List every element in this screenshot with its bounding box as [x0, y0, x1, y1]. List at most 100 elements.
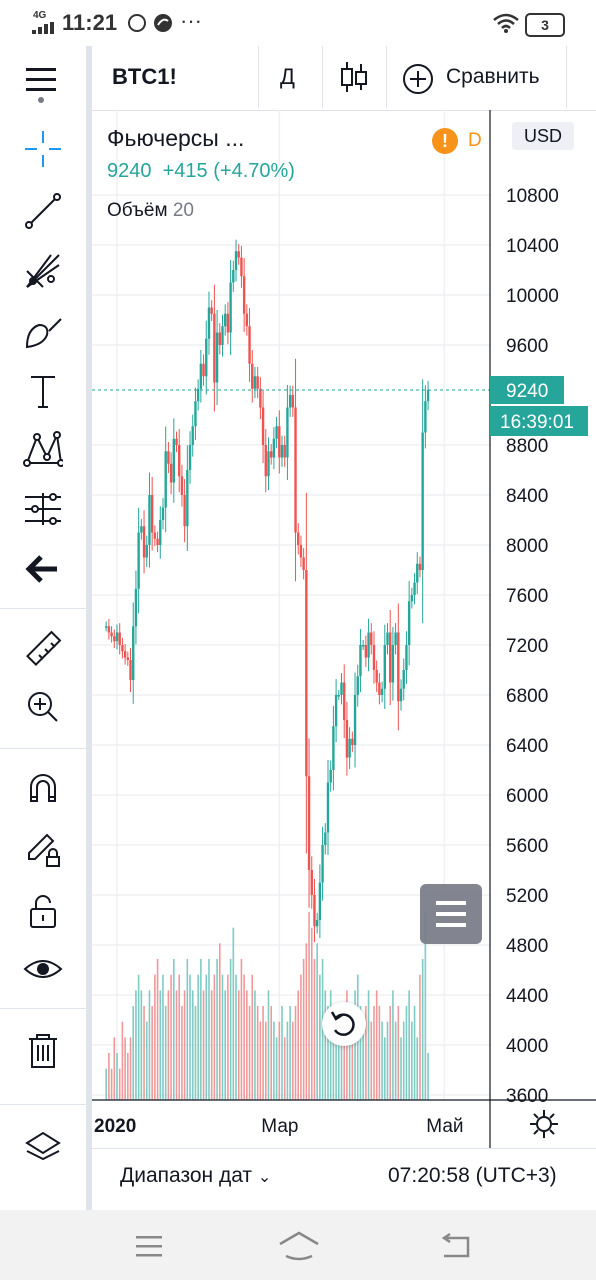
- plus-circle-icon[interactable]: [402, 63, 434, 95]
- volume-bar: [411, 1021, 413, 1100]
- volume-bar: [413, 1006, 416, 1100]
- candle-body: [186, 470, 189, 527]
- volume-bar: [154, 974, 156, 1100]
- candle-body: [405, 645, 408, 670]
- volume-bar: [251, 974, 254, 1100]
- date-range-dropdown[interactable]: Диапазон дат ⌄: [120, 1164, 271, 1188]
- volume-bar: [270, 1006, 272, 1100]
- system-nav-bar: [0, 1210, 596, 1280]
- brush-icon[interactable]: [18, 306, 68, 356]
- volume-bar: [340, 1021, 343, 1100]
- volume-bar: [281, 1006, 283, 1100]
- chart-menu-button[interactable]: [420, 884, 482, 944]
- recents-icon[interactable]: [134, 1234, 164, 1258]
- candle-body: [418, 563, 422, 570]
- back-arrow-icon[interactable]: [18, 544, 68, 594]
- volume-bar: [224, 990, 226, 1100]
- candle-body: [321, 845, 324, 883]
- trash-icon[interactable]: [18, 1026, 68, 1076]
- volume-bar: [127, 1053, 129, 1100]
- warning-icon[interactable]: !: [432, 128, 458, 154]
- candle-body: [196, 388, 200, 402]
- volume-bar: [208, 959, 210, 1100]
- candle-body: [391, 645, 395, 683]
- timezone-clock[interactable]: 07:20:58 (UTC+3): [388, 1164, 557, 1187]
- ruler-icon[interactable]: [18, 624, 68, 674]
- volume-bar: [267, 990, 270, 1100]
- candle-body: [253, 376, 257, 389]
- volume-bar: [218, 943, 221, 1100]
- volume-bar: [189, 974, 191, 1100]
- candle-body: [126, 657, 130, 660]
- compare-button[interactable]: Сравнить: [446, 65, 540, 88]
- volume-bar: [140, 990, 143, 1100]
- candle-body: [426, 390, 430, 402]
- text-icon[interactable]: [18, 366, 68, 416]
- volume-bar: [259, 1021, 262, 1100]
- candle-body: [259, 388, 262, 408]
- symbol-search-button[interactable]: BTC1!: [112, 64, 177, 89]
- volume-bar: [305, 943, 308, 1100]
- drawing-toolbar: [0, 110, 86, 1210]
- volume-bar: [275, 1037, 278, 1100]
- volume-bar: [197, 974, 199, 1100]
- interval-button[interactable]: Д: [280, 64, 295, 89]
- candle-body: [161, 507, 165, 520]
- candle-body: [389, 632, 392, 683]
- pattern-icon[interactable]: [18, 424, 68, 474]
- volume-bar: [419, 974, 421, 1100]
- home-icon[interactable]: [278, 1230, 320, 1262]
- candles-icon[interactable]: [340, 60, 368, 94]
- zoom-in-icon[interactable]: [18, 682, 68, 732]
- whatsapp-icon: [128, 14, 146, 32]
- delay-badge[interactable]: D: [468, 130, 482, 151]
- candle-body: [310, 870, 313, 895]
- layers-icon[interactable]: [18, 1122, 68, 1172]
- volume-bar: [156, 959, 159, 1100]
- trend-line-icon[interactable]: [18, 186, 68, 236]
- candle-body: [140, 526, 143, 533]
- currency-badge[interactable]: USD: [512, 122, 574, 150]
- prediction-icon[interactable]: [18, 484, 68, 534]
- candle-body: [337, 695, 341, 697]
- candle-body: [172, 438, 176, 483]
- volume-bar: [148, 990, 151, 1100]
- volume-bar: [402, 1021, 405, 1100]
- hamburger-icon[interactable]: [22, 64, 62, 104]
- price-tick-label: 6800: [506, 686, 548, 707]
- gann-fib-icon[interactable]: [18, 246, 68, 296]
- candle-body: [351, 738, 354, 745]
- unlock-icon[interactable]: [18, 886, 68, 936]
- volume-bar: [300, 974, 302, 1100]
- candle-body: [291, 395, 295, 408]
- volume-bar: [248, 1006, 251, 1100]
- legend-title[interactable]: Фьючерсы ...: [107, 125, 245, 151]
- candle-body: [410, 595, 414, 602]
- candle-body: [334, 695, 338, 727]
- candle-body: [269, 451, 273, 458]
- candle-body: [264, 445, 267, 477]
- volume-bar: [283, 1037, 286, 1100]
- volume-bar: [273, 1021, 275, 1100]
- back-icon[interactable]: [438, 1232, 472, 1260]
- lock-drawing-icon[interactable]: [18, 824, 68, 874]
- volume-bar: [319, 974, 321, 1100]
- volume-bar: [292, 1021, 294, 1100]
- reset-chart-button[interactable]: [322, 1002, 366, 1046]
- volume-bar: [173, 959, 175, 1100]
- candle-body: [242, 276, 246, 314]
- candle-body: [207, 307, 211, 339]
- notification-icon: [154, 14, 172, 32]
- candle-body: [118, 632, 121, 645]
- countdown-label: 16:39:01: [500, 412, 574, 433]
- crosshair-icon[interactable]: [18, 124, 68, 174]
- volume-bar: [129, 1037, 132, 1100]
- candle-body: [361, 645, 365, 647]
- price-chart[interactable]: 10800 10400 10000 9600 8800 8400 8000 7600 7200 6…: [92, 110, 596, 1148]
- magnet-icon[interactable]: [18, 764, 68, 814]
- gear-icon[interactable]: [528, 1108, 560, 1140]
- legend-volume[interactable]: Объём 20: [107, 200, 194, 222]
- candle-body: [278, 426, 281, 458]
- eye-icon[interactable]: [18, 944, 68, 994]
- candle-body: [283, 445, 286, 458]
